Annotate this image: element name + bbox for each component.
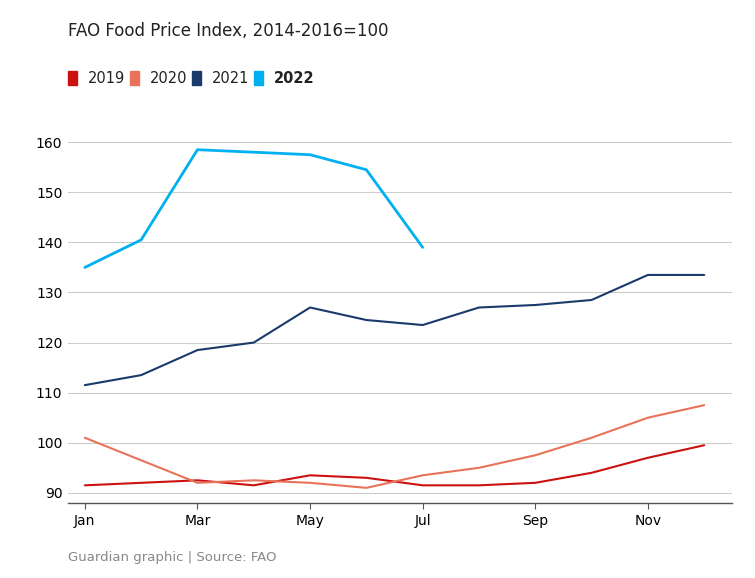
Text: 2019: 2019: [88, 71, 125, 86]
Text: Guardian graphic | Source: FAO: Guardian graphic | Source: FAO: [68, 551, 276, 564]
Text: 2021: 2021: [212, 71, 250, 86]
Text: 2022: 2022: [274, 71, 315, 86]
Text: FAO Food Price Index, 2014-2016=100: FAO Food Price Index, 2014-2016=100: [68, 23, 389, 40]
Text: 2020: 2020: [150, 71, 188, 86]
